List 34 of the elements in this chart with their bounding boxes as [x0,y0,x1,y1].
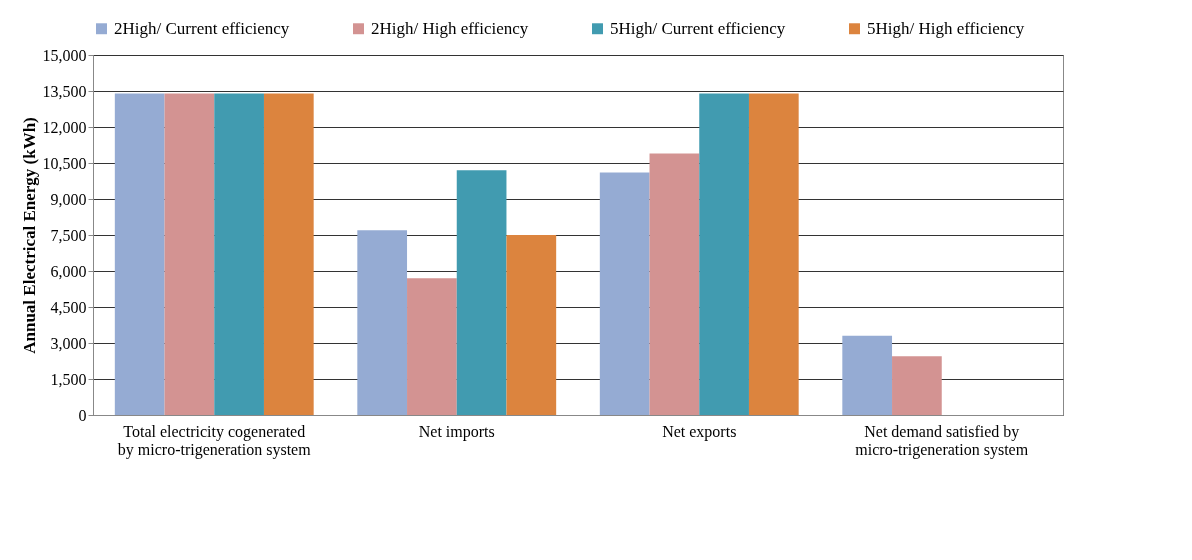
bar [506,235,557,415]
x-tick-label: Net demand satisfied by micro-trigeneration system [855,422,1029,459]
y-tick-label: 7,500 [50,226,87,244]
legend-label: 2High/ Current efficiency [114,18,290,38]
y-tick-label: 1,500 [50,370,87,388]
legend-label: 5High/ High efficiency [867,18,1025,38]
legend-label: 2High/ High efficiency [371,18,529,38]
bar [842,335,893,415]
y-tick-label: 3,000 [50,334,87,352]
y-tick-label: 12,000 [42,118,87,136]
y-axis-title: Annual Electrical Energy (kWh) [19,117,39,354]
legend-label: 5High/ Current efficiency [610,18,786,38]
y-tick-label: 15,000 [42,46,87,64]
bar [357,230,408,415]
bar [748,93,799,415]
x-tick-label: Net imports [418,422,495,441]
x-tick-label: Net exports [662,422,737,441]
y-tick-label: 9,000 [50,190,87,208]
y-tick-label: 6,000 [50,262,87,280]
bar [164,93,215,415]
bar [892,356,942,415]
bar [114,93,165,415]
bar [214,93,264,415]
y-tick-label: 4,500 [50,298,87,316]
x-tick-label: Total electricity cogenerated by micro-trigeneration system [117,422,312,459]
bar [456,170,507,415]
bar [649,153,700,415]
bar [699,93,749,415]
y-tick-label: 13,500 [42,82,87,100]
y-tick-label: 10,500 [42,154,87,172]
bar [407,278,457,415]
bar [599,172,650,415]
bar [263,93,314,415]
y-tick-label: 0 [78,406,87,424]
